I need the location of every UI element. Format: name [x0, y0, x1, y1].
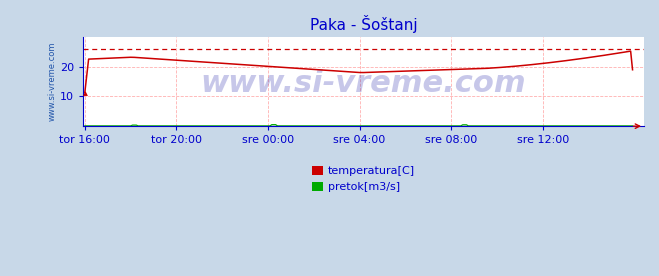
Title: Paka - Šoštanj: Paka - Šoštanj: [310, 15, 417, 33]
Legend: temperatura[C], pretok[m3/s]: temperatura[C], pretok[m3/s]: [312, 166, 415, 192]
Text: www.si-vreme.com: www.si-vreme.com: [200, 69, 527, 98]
Y-axis label: www.si-vreme.com: www.si-vreme.com: [48, 42, 57, 121]
